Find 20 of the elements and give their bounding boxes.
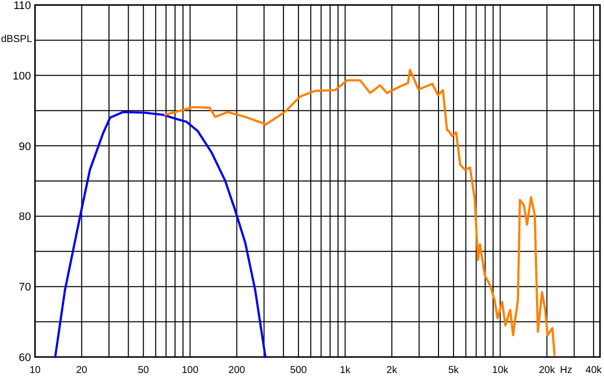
x-tick-label: 100 [182, 365, 199, 376]
x-axis-title: Hz [560, 365, 572, 376]
x-tick-label: 20 [76, 365, 88, 376]
y-tick-label: 60 [18, 352, 31, 364]
x-tick-label: 20k [538, 365, 556, 376]
x-tick-label: 50 [138, 365, 150, 376]
y-axis-title: dBSPL [1, 34, 33, 45]
x-tick-label: 500 [290, 365, 308, 376]
y-tick-label: 100 [12, 70, 31, 82]
y-tick-label: 110 [13, 0, 31, 12]
x-tick-label: 1k [340, 365, 352, 376]
x-tick-label: 10 [29, 365, 41, 376]
y-tick-label: 80 [18, 211, 31, 224]
x-tick-label: 5k [448, 365, 460, 376]
y-tick-label: 90 [18, 140, 31, 153]
x-tick-label: 200 [228, 365, 246, 376]
y-tick-label: 70 [18, 282, 31, 294]
x-tick-label: 40k [586, 365, 603, 376]
x-tick-label: 2k [386, 365, 398, 376]
x-tick-label: 10k [492, 365, 510, 376]
